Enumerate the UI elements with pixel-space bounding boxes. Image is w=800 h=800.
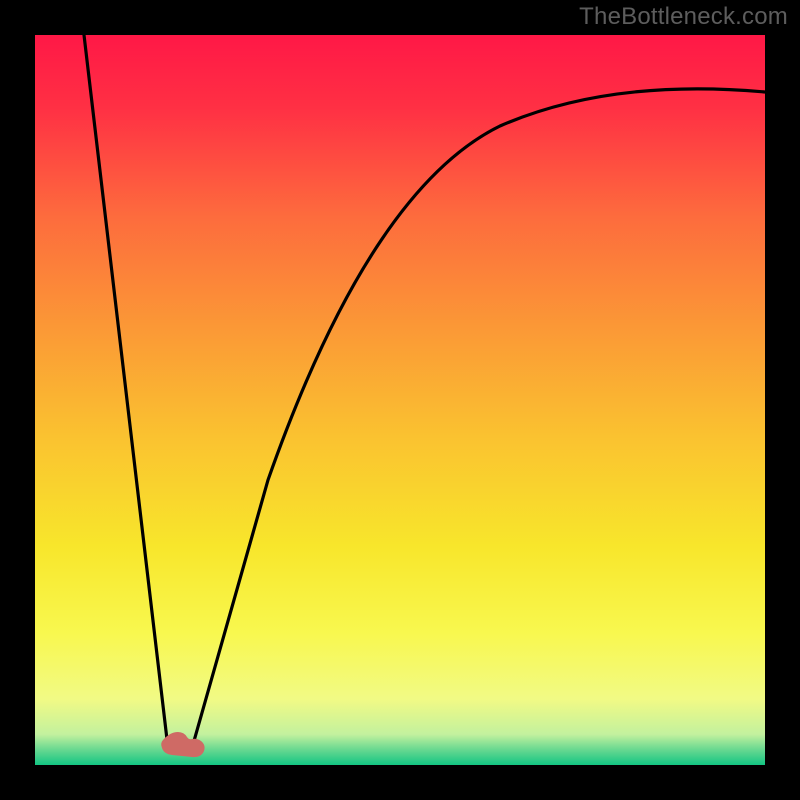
bottleneck-chart: TheBottleneck.com	[0, 0, 800, 800]
plot-background	[35, 35, 765, 765]
watermark-text: TheBottleneck.com	[579, 3, 788, 31]
chart-svg	[0, 0, 800, 800]
